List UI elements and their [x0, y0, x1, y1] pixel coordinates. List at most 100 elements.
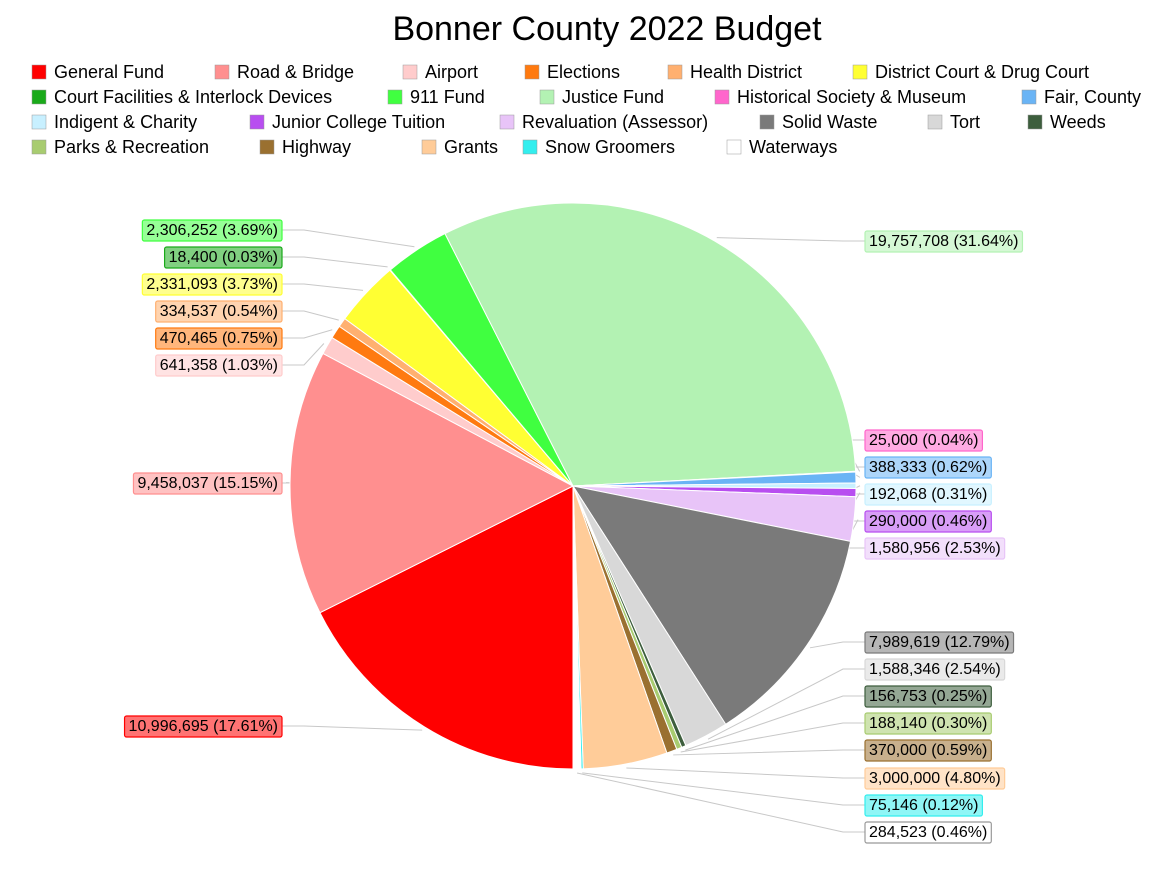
value-label: 3,000,000 (4.80%) — [869, 770, 1001, 787]
value-label-group: 370,000 (0.59%) — [864, 739, 992, 762]
value-label-box — [864, 483, 992, 506]
value-label-box — [864, 767, 1006, 790]
legend-swatch — [499, 114, 515, 130]
legend-label: Indigent & Charity — [54, 112, 197, 132]
value-label-group: 188,140 (0.30%) — [864, 712, 992, 735]
leader-line — [282, 329, 333, 339]
legend-label: Parks & Recreation — [54, 137, 209, 157]
value-label-group: 290,000 (0.46%) — [864, 510, 992, 533]
value-label-box — [864, 429, 984, 452]
value-label-group: 1,588,346 (2.54%) — [864, 658, 1006, 681]
value-label-group: 3,000,000 (4.80%) — [864, 767, 1006, 790]
value-label: 284,523 (0.46%) — [869, 824, 987, 841]
value-label-box — [864, 537, 1006, 560]
leader-line — [282, 343, 325, 366]
legend-label: Elections — [547, 62, 620, 82]
value-label: 641,358 (1.03%) — [160, 357, 278, 374]
pie-slice — [571, 485, 852, 725]
leader-line — [685, 695, 865, 751]
legend-swatch — [214, 64, 230, 80]
value-label-group: 388,333 (0.62%) — [864, 456, 992, 479]
legend-swatch — [539, 89, 555, 105]
value-label-box — [864, 658, 1006, 681]
value-label: 18,400 (0.03%) — [169, 249, 278, 266]
chart-title: Bonner County 2022 Budget — [392, 10, 822, 48]
value-label-group: 19,757,708 (31.64%) — [864, 230, 1024, 253]
value-label: 290,000 (0.46%) — [869, 513, 987, 530]
legend-swatch — [259, 139, 275, 155]
value-label: 470,465 (0.75%) — [160, 330, 278, 347]
value-label-box — [155, 300, 283, 323]
legend-swatch — [249, 114, 265, 130]
legend-swatch — [759, 114, 775, 130]
value-label: 10,996,695 (17.61%) — [129, 718, 278, 735]
value-label-box — [155, 354, 283, 377]
value-label: 75,146 (0.12%) — [869, 797, 978, 814]
value-label: 370,000 (0.59%) — [869, 742, 987, 759]
value-label: 192,068 (0.31%) — [869, 486, 987, 503]
legend-label: Tort — [950, 112, 980, 132]
legend-swatch — [1027, 114, 1043, 130]
pie-slice — [444, 202, 857, 487]
legend-swatch — [522, 139, 538, 155]
value-label-box — [864, 821, 992, 844]
legend-swatch — [31, 139, 47, 155]
pie-slice — [289, 352, 575, 614]
value-label: 19,757,708 (31.64%) — [869, 233, 1018, 250]
value-label-box — [864, 712, 992, 735]
value-label-box — [163, 246, 283, 269]
value-label-group: 284,523 (0.46%) — [864, 821, 992, 844]
value-label-box — [864, 685, 992, 708]
legend-swatch — [524, 64, 540, 80]
value-label-group: 25,000 (0.04%) — [864, 429, 984, 452]
value-label-box — [123, 715, 283, 738]
leader-line — [626, 767, 865, 779]
legend-label: Fair, County — [1044, 87, 1141, 107]
legend-label: District Court & Drug Court — [875, 62, 1089, 82]
leader-line — [673, 749, 865, 756]
value-label: 388,333 (0.62%) — [869, 459, 987, 476]
value-label: 7,989,619 (12.79%) — [869, 634, 1010, 651]
legend-swatch — [1021, 89, 1037, 105]
value-label: 156,753 (0.25%) — [869, 688, 987, 705]
value-label-box — [864, 631, 1015, 654]
legend-label: Historical Society & Museum — [737, 87, 966, 107]
value-label-group: 192,068 (0.31%) — [864, 483, 992, 506]
leader-line — [680, 722, 865, 753]
value-label-box — [141, 273, 283, 296]
leader-line — [282, 229, 415, 248]
legend-label: Snow Groomers — [545, 137, 675, 157]
value-label-group: 75,146 (0.12%) — [864, 794, 984, 817]
legend-label: Airport — [425, 62, 478, 82]
legend-label: Court Facilities & Interlock Devices — [54, 87, 332, 107]
value-label-box — [864, 510, 992, 533]
legend-swatch — [421, 139, 437, 155]
legend-label: General Fund — [54, 62, 164, 82]
legend-label: Weeds — [1050, 112, 1106, 132]
value-label-box — [141, 219, 283, 242]
leader-line — [282, 310, 339, 321]
legend-swatch — [726, 139, 742, 155]
legend-label: Waterways — [749, 137, 837, 157]
value-label: 334,537 (0.54%) — [160, 303, 278, 320]
pie-slice — [319, 485, 574, 770]
legend-label: Justice Fund — [562, 87, 664, 107]
value-label: 1,588,346 (2.54%) — [869, 661, 1001, 678]
legend-swatch — [31, 64, 47, 80]
legend-swatch — [852, 64, 868, 80]
value-label: 188,140 (0.30%) — [869, 715, 987, 732]
leader-line — [707, 668, 865, 740]
pie-slice — [572, 485, 582, 770]
value-label-group: 7,989,619 (12.79%) — [864, 631, 1015, 654]
legend-swatch — [402, 64, 418, 80]
value-label-group: 18,400 (0.03%) — [163, 246, 283, 269]
legend-swatch — [667, 64, 683, 80]
leader-line — [282, 283, 364, 291]
value-label-group: 2,306,252 (3.69%) — [141, 219, 283, 242]
value-label-group: 10,996,695 (17.61%) — [123, 715, 283, 738]
legend-swatch — [31, 114, 47, 130]
value-label-group: 156,753 (0.25%) — [864, 685, 992, 708]
value-label-group: 641,358 (1.03%) — [155, 354, 283, 377]
value-label-box — [864, 794, 984, 817]
